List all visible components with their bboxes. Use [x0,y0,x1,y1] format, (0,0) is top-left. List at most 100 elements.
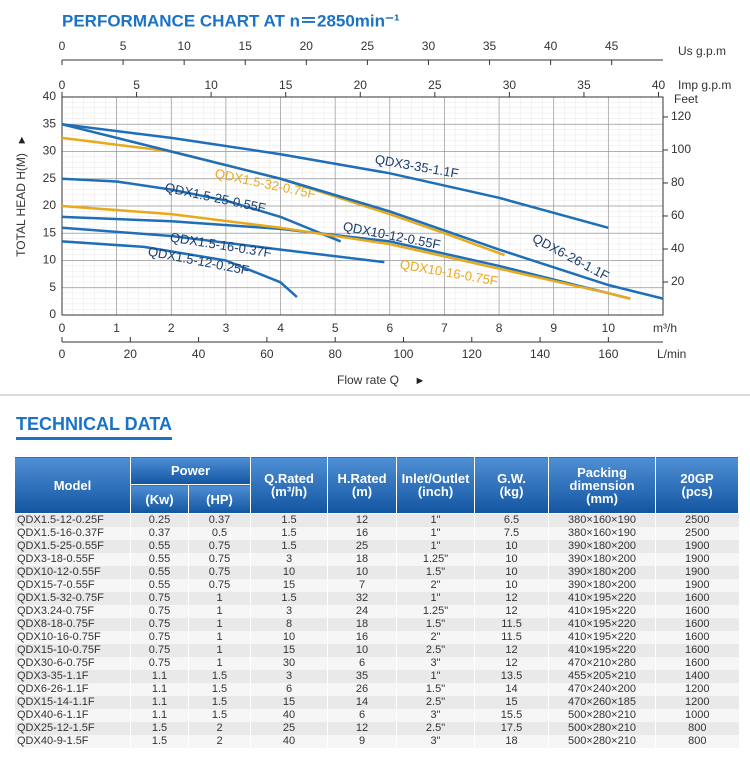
table-cell: 10 [474,540,549,553]
table-cell: 0.75 [187,566,251,579]
table-cell: QDX25-12-1.5F [14,722,131,735]
table-cell: 470×210×280 [548,657,656,670]
table-cell: QDX1.5-16-0.37F [14,527,131,540]
section-title: TECHNICAL DATA [16,414,172,440]
x-tick-label: 4 [277,321,284,335]
tick-label: 0 [59,347,66,361]
table-cell: 410×195×220 [548,618,656,631]
tick-label: 20 [354,78,368,92]
tick-label: 0 [59,39,66,53]
table-row: QDX15-7-0.55F 0.55 0.75 15 7 2" 10 390×180×200 1… [14,579,739,592]
table-cell: 6 [327,709,397,722]
table-cell: 1400 [655,670,739,683]
header-text: 20GP [680,471,714,486]
table-cell: 7.5 [474,527,549,540]
tick-label: 30 [503,78,517,92]
table-cell: 11.5 [474,631,549,644]
header-text: H.Rated [337,471,387,486]
table-cell: 7 [327,579,397,592]
table-cell: 1.5 [130,735,189,748]
header-text: G.W. [497,471,526,486]
table-cell: 40 [250,735,328,748]
table-cell: 10 [327,566,397,579]
header-cell: Packing dimension (mm) [548,456,657,514]
table-row: QDX3-35-1.1F 1.1 1.5 3 35 1" 13.5 455×205×210 14… [14,670,739,683]
tick-label: 20 [300,39,314,53]
table-cell: 1.1 [130,670,189,683]
y-tick-label: 25 [43,171,57,185]
curve [61,123,664,300]
table-cell: 3 [250,670,328,683]
x4-unit: Imp g.p.m [678,78,731,92]
x3-unit: Us g.p.m [678,44,726,58]
table-cell: 1900 [655,540,739,553]
table-cell: 6 [250,683,328,696]
table-row: QDX3-18-0.55F 0.55 0.75 3 18 1.25" 10 390×180×2… [14,553,739,566]
table-cell: 410×195×220 [548,631,656,644]
tick-label: 15 [239,39,253,53]
tick-label: 100 [671,142,691,156]
table-row: QDX8-18-0.75F 0.75 1 8 18 1.5" 11.5 410×195×220… [14,618,739,631]
header-cell: Inlet/Outlet (inch) [396,456,476,514]
header-text: Inlet/Outlet [401,471,470,486]
tick-label: 20 [671,274,685,288]
table-cell: 2 [187,735,251,748]
table-cell: QDX6-26-1.1F [14,683,131,696]
table-cell: 1200 [655,683,739,696]
table-cell: 1 [187,644,251,657]
table-cell: 0.75 [130,592,189,605]
table-cell: 12 [474,592,549,605]
separator [0,394,750,396]
table-cell: 25 [327,540,397,553]
header-unit: (m) [351,484,373,499]
table-cell: 1" [396,527,475,540]
tick-label: 40 [544,39,558,53]
table-cell: 24 [327,605,397,618]
table-cell: 1900 [655,579,739,592]
tick-label: 5 [120,39,127,53]
curve [61,204,631,300]
table-cell: 3 [250,553,328,566]
header-unit: (pcs) [681,484,713,499]
table-cell: 14 [474,683,549,696]
x-tick-label: 3 [223,321,230,335]
table-cell: 1 [187,657,251,670]
header-cell: Power [129,456,252,485]
y-axis-title: TOTAL HEAD H(M) [14,153,28,257]
header-cell: G.W. (kg) [474,456,550,514]
table-cell: 17.5 [474,722,549,735]
table-cell: 0.75 [187,540,251,553]
arrow-icon: ► [415,375,426,387]
header-unit: (Kw) [130,484,189,514]
table-cell: 0.55 [130,553,189,566]
tick-label: 120 [462,347,482,361]
table-cell: 1.1 [130,683,189,696]
table-cell: 10 [474,579,549,592]
chart-title: PERFORMANCE CHART AT n＝2850min⁻¹ [62,11,400,30]
table-row: QDX1.5-12-0.25F 0.25 0.37 1.5 12 1" 6.5 380×160… [14,513,739,527]
tick-label: 160 [598,347,618,361]
tick-label: 60 [260,347,274,361]
table-body: QDX1.5-12-0.25F 0.25 0.37 1.5 12 1" 6.5 380×160… [14,513,739,748]
table-cell: 1600 [655,592,739,605]
table-cell: 35 [327,670,397,683]
table-cell: 1" [396,670,475,683]
table-cell: QDX3.24-0.75F [14,605,131,618]
table-cell: 18 [327,553,397,566]
x-tick-label: 2 [168,321,175,335]
table-cell: 1.25" [396,605,475,618]
table-cell: QDX1.5-25-0.55F [14,540,131,553]
table-row: QDX30-6-0.75F 0.75 1 30 6 3" 12 470×210×280 1600 [14,657,739,670]
table-cell: 10 [250,631,328,644]
y-tick-label: 20 [43,198,57,212]
table-cell: 0.55 [130,540,189,553]
table-cell: 1 [187,618,251,631]
tick-label: 25 [428,78,442,92]
table-cell: 15 [474,696,549,709]
spec-table: Model Power Q.Rated (m³/h) H.Rated (m) Inl… [14,456,740,748]
table-cell: 1000 [655,709,739,722]
table-cell: 1.5 [130,722,189,735]
table-cell: 6.5 [474,513,549,527]
table-cell: QDX3-35-1.1F [14,670,131,683]
